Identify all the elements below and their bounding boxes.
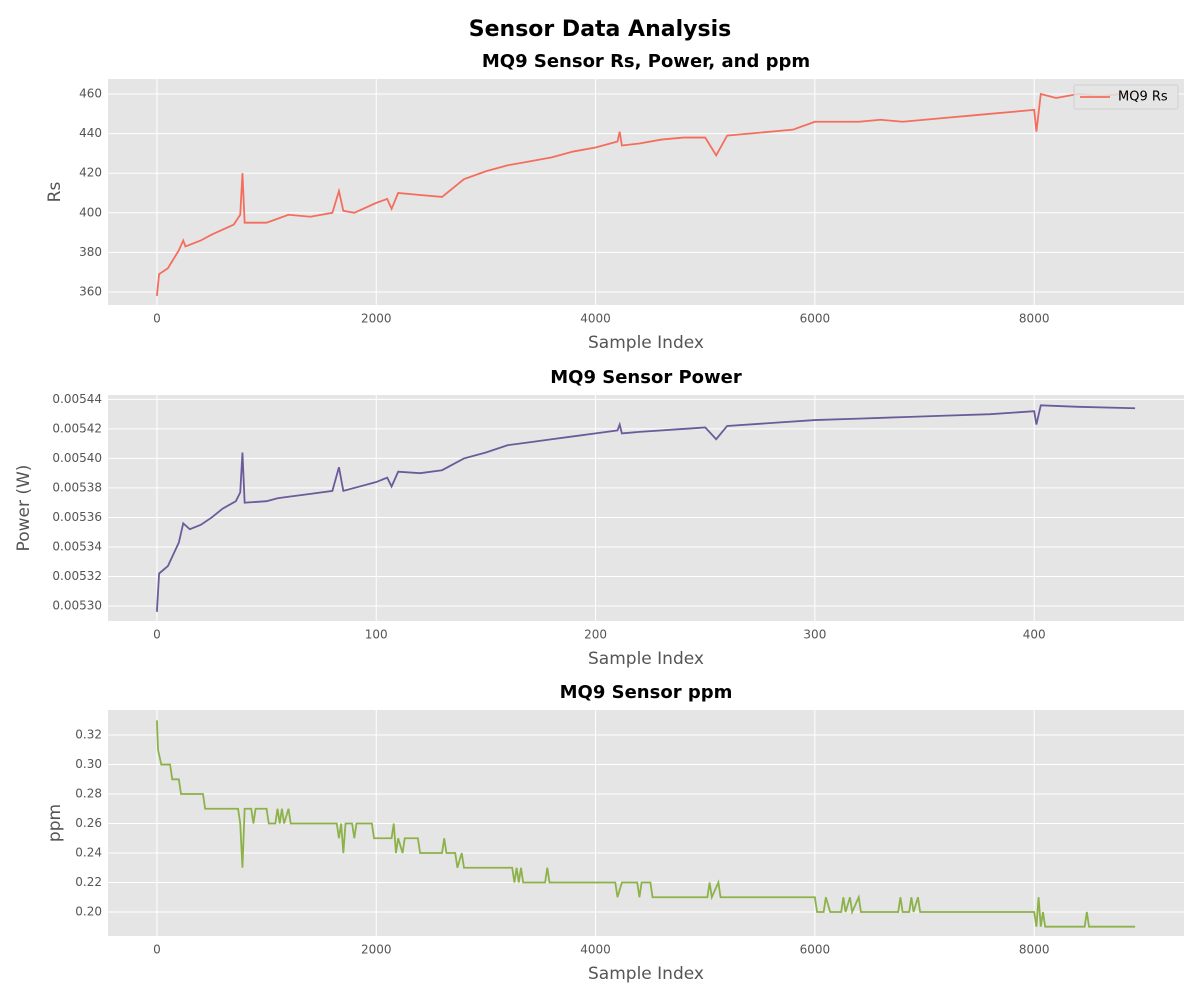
x-tick-label: 0 xyxy=(153,628,161,642)
plot-area xyxy=(108,395,1184,621)
y-tick-label: 0.00534 xyxy=(52,539,102,553)
x-axis-label: Sample Index xyxy=(588,333,704,353)
x-tick-label: 0 xyxy=(153,943,161,957)
y-tick-label: 440 xyxy=(79,126,102,140)
y-tick-label: 380 xyxy=(79,245,102,259)
x-tick-label: 8000 xyxy=(1019,943,1050,957)
legend-box xyxy=(1073,84,1179,110)
x-axis-label: Sample Index xyxy=(588,964,704,984)
data-line xyxy=(156,92,1136,296)
y-axis-label: Rs xyxy=(45,182,65,203)
x-tick-label: 200 xyxy=(584,628,607,642)
y-tick-label: 0.00538 xyxy=(52,480,102,494)
chart-title: MQ9 Sensor Power xyxy=(550,367,742,388)
x-tick-label: 2000 xyxy=(361,312,392,326)
y-tick-label: 0.30 xyxy=(75,757,102,771)
y-tick-label: 0.26 xyxy=(75,816,102,830)
y-tick-label: 0.20 xyxy=(75,904,102,918)
y-tick-label: 460 xyxy=(79,87,102,101)
y-axis-label: Power (W) xyxy=(14,465,34,552)
x-tick-label: 400 xyxy=(1023,628,1046,642)
x-tick-label: 6000 xyxy=(800,943,831,957)
chart-title: MQ9 Sensor Rs, Power, and ppm xyxy=(482,51,810,72)
data-line xyxy=(156,404,1136,612)
y-tick-label: 0.22 xyxy=(75,875,102,889)
x-tick-label: 4000 xyxy=(580,943,611,957)
legend: MQ9 Rs xyxy=(1073,84,1179,110)
x-tick-label: 6000 xyxy=(800,312,831,326)
y-tick-label: 0.24 xyxy=(75,846,102,860)
y-tick-label: 0.32 xyxy=(75,728,102,742)
y-tick-label: 0.00542 xyxy=(52,421,102,435)
x-axis-label: Sample Index xyxy=(588,649,704,669)
chart-title: MQ9 Sensor ppm xyxy=(560,682,733,703)
x-tick-label: 300 xyxy=(803,628,826,642)
figure-title: Sensor Data Analysis xyxy=(469,17,731,42)
y-tick-label: 360 xyxy=(79,284,102,298)
y-tick-label: 420 xyxy=(79,166,102,180)
y-axis-label: ppm xyxy=(45,804,65,842)
y-tick-label: 0.00530 xyxy=(52,598,102,612)
plot-area xyxy=(108,79,1184,305)
y-tick-label: 0.00540 xyxy=(52,451,102,465)
x-tick-label: 2000 xyxy=(361,943,392,957)
y-tick-label: 0.28 xyxy=(75,787,102,801)
y-tick-label: 0.00536 xyxy=(52,510,102,524)
x-tick-label: 100 xyxy=(365,628,388,642)
legend-label: MQ9 Rs xyxy=(1118,90,1168,105)
y-tick-label: 0.00544 xyxy=(52,392,102,406)
data-line xyxy=(156,720,1136,928)
y-tick-label: 0.00532 xyxy=(52,569,102,583)
y-tick-label: 400 xyxy=(79,205,102,219)
plot-area xyxy=(108,710,1184,936)
x-tick-label: 0 xyxy=(153,312,161,326)
x-tick-label: 8000 xyxy=(1019,312,1050,326)
x-tick-label: 4000 xyxy=(580,312,611,326)
